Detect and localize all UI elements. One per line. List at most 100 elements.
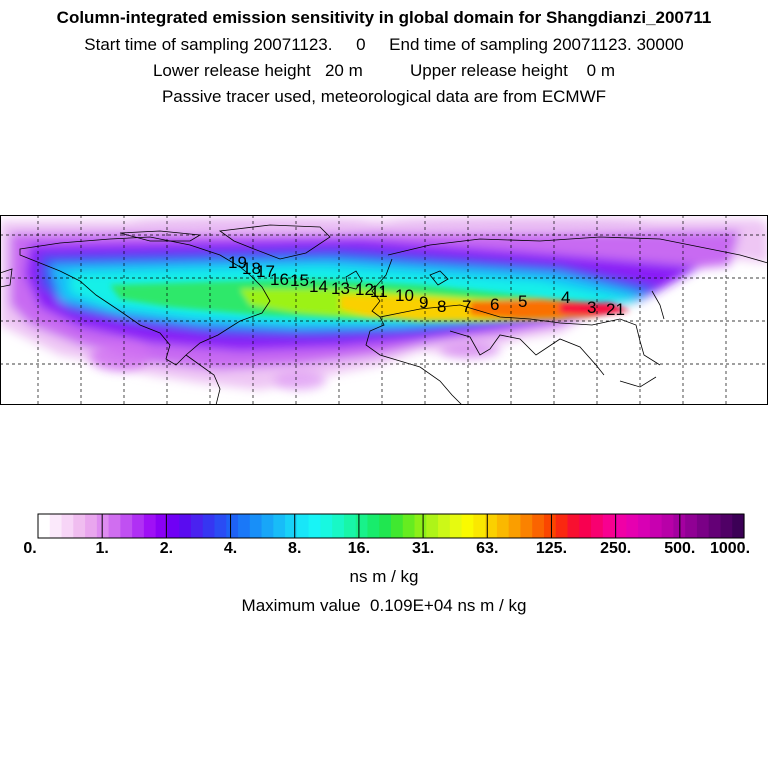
trajectory-label: 16: [270, 270, 289, 289]
colorbar-tick-label: 125.: [536, 540, 567, 557]
colorbar-tick-label: 63.: [476, 540, 498, 557]
trajectory-label: 15: [290, 271, 309, 290]
colorbar-cell: [485, 514, 498, 538]
colorbar-cell: [638, 514, 651, 538]
colorbar-cell: [708, 514, 722, 538]
colorbar-cell: [85, 514, 98, 538]
colorbar-cell: [555, 514, 569, 538]
colorbar-cell: [249, 514, 263, 538]
trajectory-label: 21: [606, 300, 625, 319]
colorbar-cell: [508, 514, 522, 538]
colorbar-cell: [449, 514, 463, 538]
colorbar-cell: [226, 514, 239, 538]
colorbar-cell: [426, 514, 439, 538]
colorbar-cell: [355, 514, 369, 538]
colorbar-cell: [108, 514, 121, 538]
colorbar-cell: [155, 514, 169, 538]
colorbar-cell: [202, 514, 216, 538]
trajectory-label: 14: [309, 277, 328, 296]
colorbar-cell: [120, 514, 133, 538]
colorbar-cell: [38, 514, 51, 538]
colorbar-tick-label: 500.: [664, 540, 695, 557]
colorbar-units: ns m / kg: [349, 567, 419, 586]
colorbar-cell: [320, 514, 333, 538]
colorbar-tick-label: 0.: [23, 540, 36, 557]
emission-sensitivity-map: 21 3 4 5 6 7 8 9 10 11 12 13 14 15 16 17…: [0, 215, 768, 405]
trajectory-label: 8: [437, 297, 446, 316]
colorbar-tick-labels: 0. 1. 2. 4. 8. 16. 31. 63. 125. 250. 500. 1000.: [23, 540, 750, 557]
colorbar-tick-label: 4.: [224, 540, 237, 557]
trajectory-label: 6: [490, 295, 499, 314]
colorbar-frame: [37, 513, 745, 539]
colorbar-cell: [308, 514, 321, 538]
colorbar-cell: [73, 514, 86, 538]
trajectory-label: 18: [242, 259, 261, 278]
maximum-value: Maximum value 0.109E+04 ns m / kg: [241, 596, 527, 615]
colorbar-cells: [38, 514, 745, 538]
sensitivity-field: [0, 219, 768, 390]
trajectory-label: 12: [355, 280, 374, 299]
colorbar-cell: [720, 514, 733, 538]
colorbar-cell: [626, 514, 639, 538]
colorbar-cell: [167, 514, 180, 538]
colorbar-cell: [496, 514, 510, 538]
colorbar-cell: [238, 514, 251, 538]
colorbar: 0. 1. 2. 4. 8. 16. 31. 63. 125. 250. 500. 1000.: [23, 513, 750, 557]
colorbar-cell: [332, 514, 345, 538]
graticule: [0, 215, 768, 405]
trajectory-label: 17: [256, 262, 275, 281]
trajectory-label: 13: [331, 279, 350, 298]
coastlines: [0, 224, 768, 405]
sampling-time-line: Start time of sampling 20071123. 0 End t…: [84, 35, 684, 54]
colorbar-cell: [261, 514, 274, 538]
colorbar-cell: [214, 514, 227, 538]
colorbar-cell: [579, 514, 592, 538]
colorbar-cell: [96, 514, 110, 538]
colorbar-tick-label: 1000.: [710, 540, 750, 557]
trajectory-label: 7: [462, 297, 471, 316]
colorbar-cell: [602, 514, 616, 538]
colorbar-cell: [685, 514, 698, 538]
colorbar-cell: [179, 514, 192, 538]
trajectory-labels: 21 3 4 5 6 7 8 9 10 11 12 13 14 15 16 17…: [228, 253, 625, 319]
colorbar-cell: [402, 514, 416, 538]
colorbar-cell: [438, 514, 451, 538]
colorbar-cell: [61, 514, 74, 538]
trajectory-label: 5: [518, 292, 527, 311]
colorbar-cell: [473, 514, 486, 538]
colorbar-cell: [649, 514, 663, 538]
colorbar-cell: [696, 514, 710, 538]
release-height-line: Lower release height 20 m Upper release …: [152, 61, 616, 80]
trajectory-label: 11: [370, 282, 388, 301]
colorbar-cell: [567, 514, 580, 538]
trajectory-label: 3: [587, 298, 596, 317]
colorbar-cell: [732, 514, 745, 538]
colorbar-cell: [343, 514, 357, 538]
trajectory-label: 4: [561, 288, 570, 307]
colorbar-cell: [414, 514, 427, 538]
colorbar-cell: [296, 514, 310, 538]
trajectory-label: 9: [419, 293, 428, 312]
colorbar-cell: [520, 514, 533, 538]
colorbar-cell: [461, 514, 474, 538]
colorbar-cell: [591, 514, 604, 538]
colorbar-cell: [49, 514, 63, 538]
colorbar-cell: [661, 514, 674, 538]
colorbar-tick-label: 31.: [412, 540, 434, 557]
colorbar-tick-label: 2.: [160, 540, 173, 557]
colorbar-cell: [132, 514, 145, 538]
colorbar-dividers: [101, 514, 681, 538]
trajectory-label: 19: [228, 253, 247, 272]
colorbar-tick-label: 250.: [600, 540, 631, 557]
colorbar-cell: [143, 514, 157, 538]
trajectory-label: 10: [395, 286, 414, 305]
colorbar-cell: [543, 514, 557, 538]
colorbar-cell: [190, 514, 204, 538]
colorbar-tick-label: 1.: [96, 540, 109, 557]
colorbar-tick-label: 16.: [348, 540, 370, 557]
colorbar-cell: [614, 514, 627, 538]
colorbar-cell: [379, 514, 392, 538]
colorbar-cell: [285, 514, 298, 538]
colorbar-cell: [391, 514, 404, 538]
tracer-info-line: Passive tracer used, meteorological data…: [161, 87, 607, 106]
